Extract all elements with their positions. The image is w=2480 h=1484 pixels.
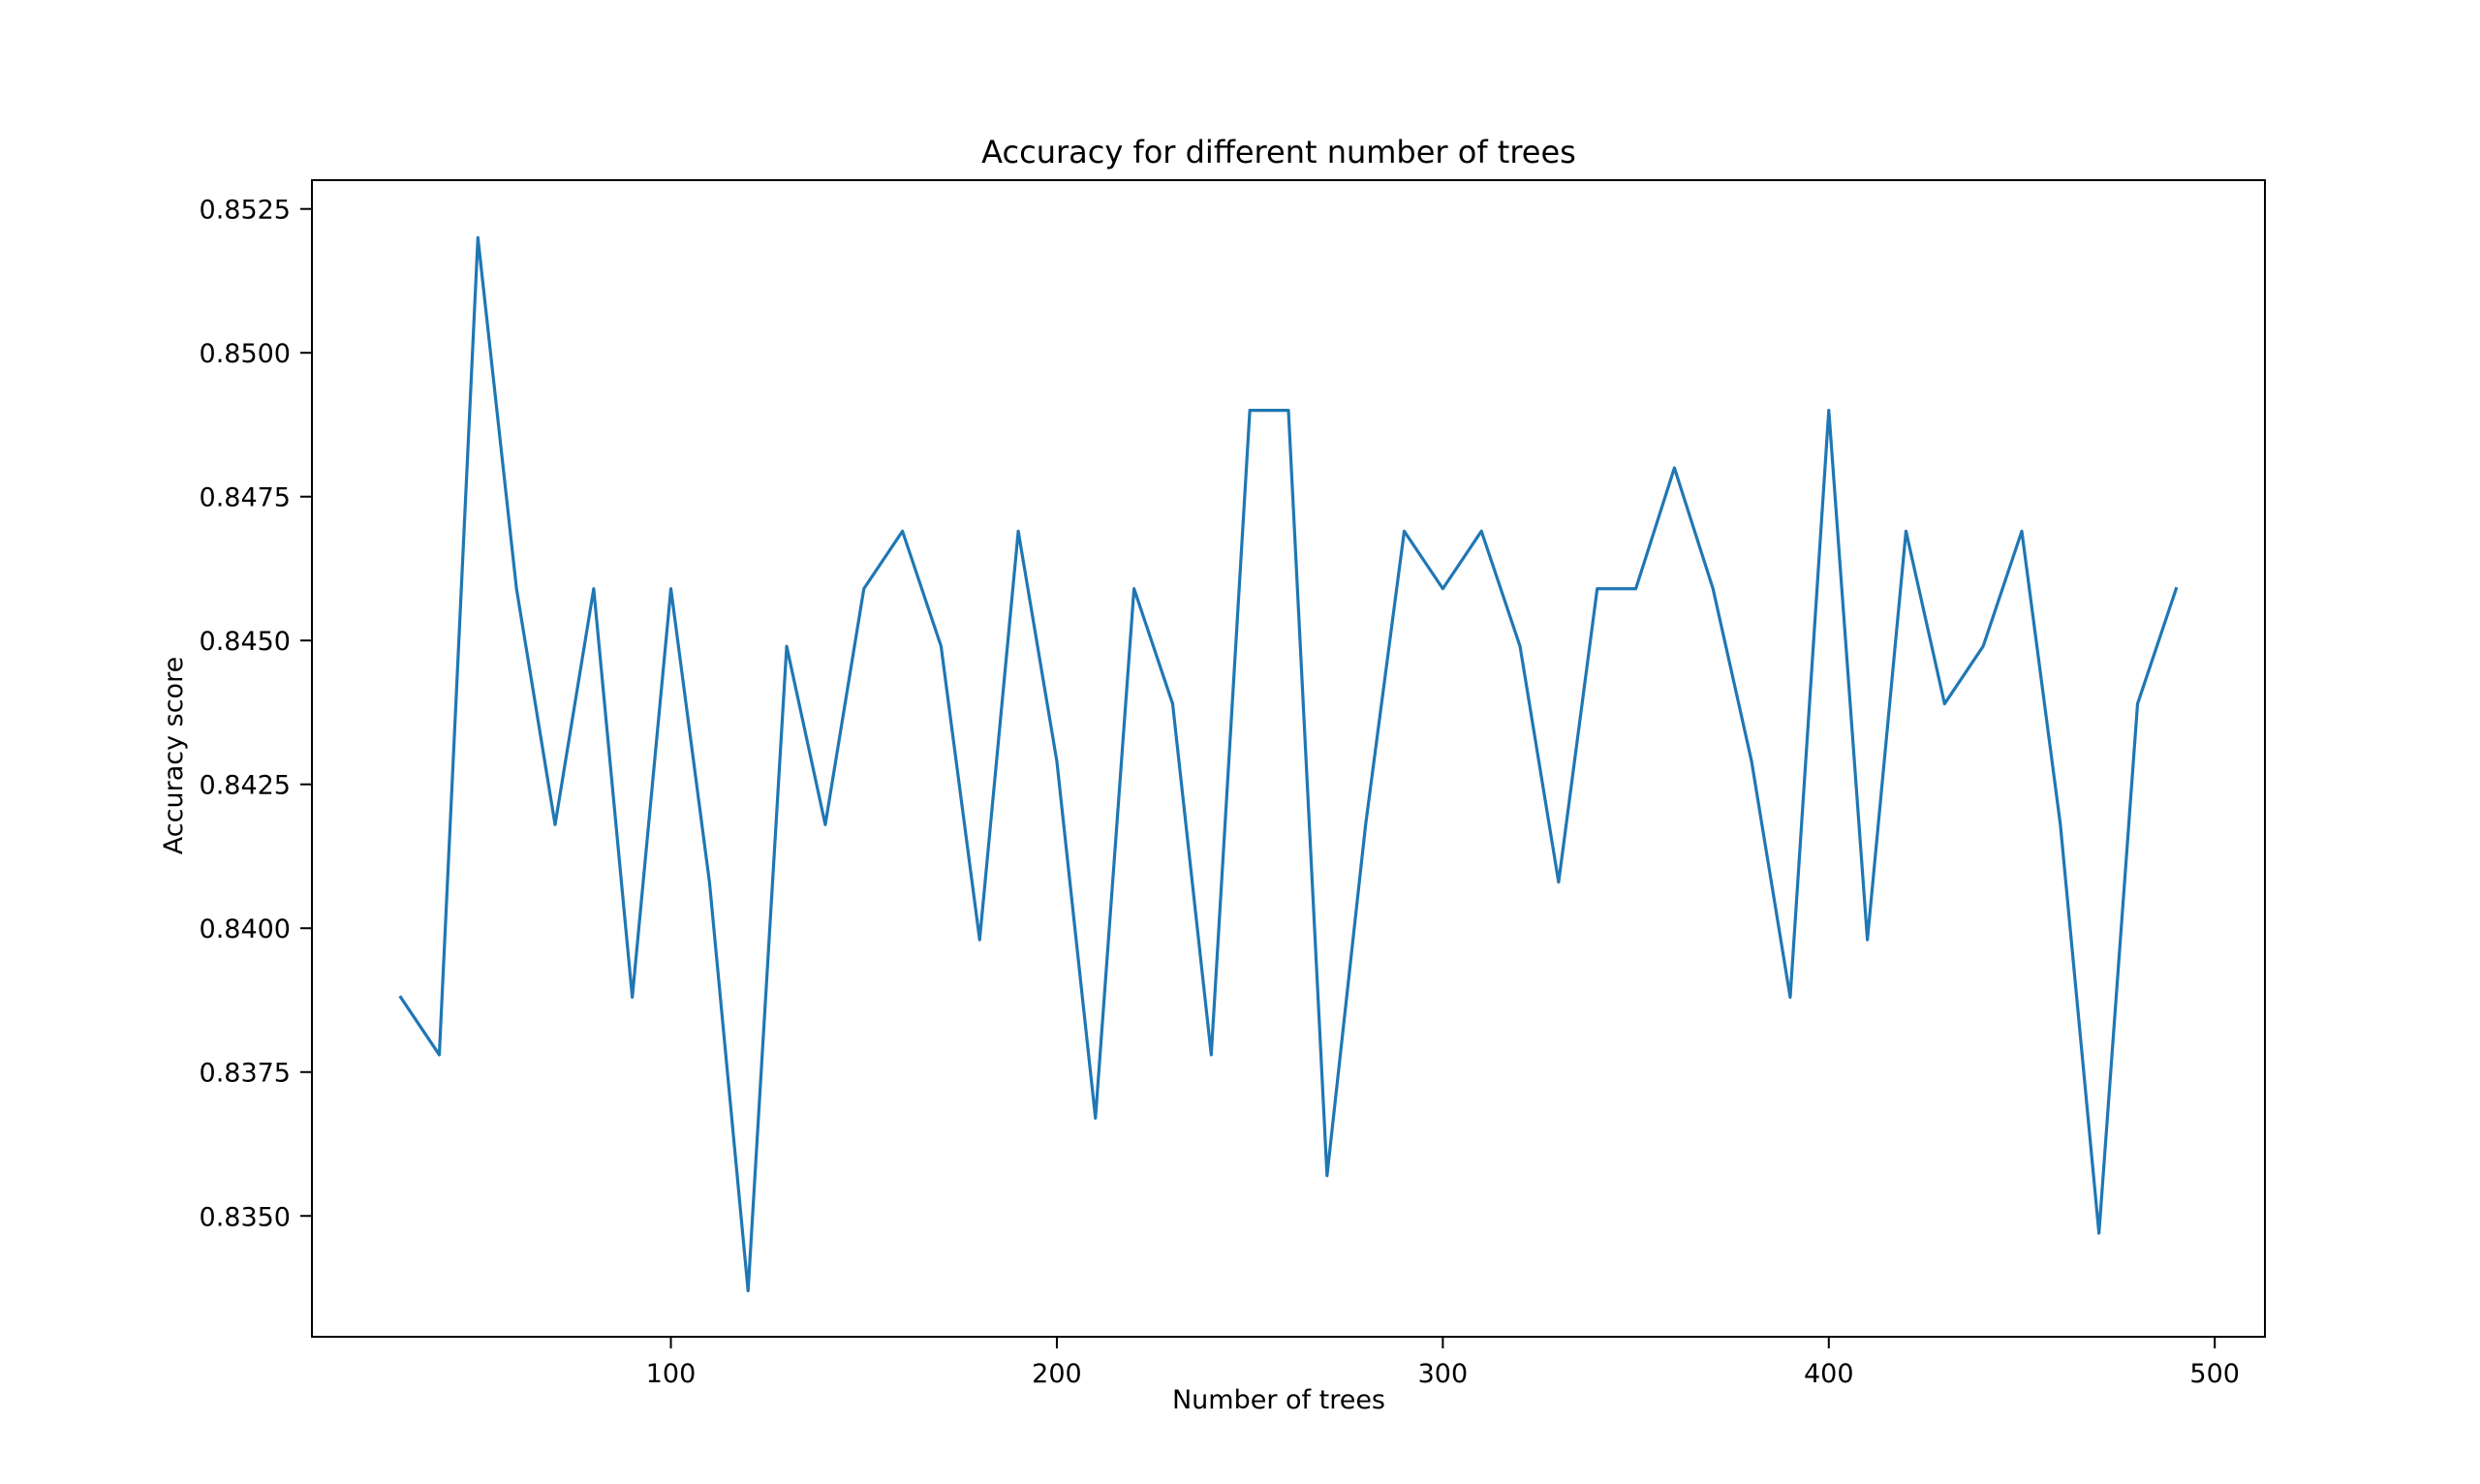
- y-tick-label: 0.8375: [200, 1059, 291, 1089]
- x-axis-label: Number of trees: [1172, 1385, 1385, 1415]
- axes-frame: [311, 179, 2266, 1338]
- y-tick-label: 0.8500: [200, 339, 291, 369]
- series-line-0: [398, 235, 2179, 1293]
- chart-title: Accuracy for different number of trees: [981, 134, 1576, 170]
- axes-layer: 100 200 300 400 500 0.8350 0.8375 0.8400 0.8425 0…: [200, 179, 2266, 1389]
- x-tick-label: 200: [1032, 1359, 1082, 1389]
- y-tick-label: 0.8425: [200, 771, 291, 801]
- x-tick-label: 100: [646, 1359, 697, 1389]
- y-tick-label: 0.8525: [200, 196, 291, 226]
- y-tick-label: 0.8350: [200, 1202, 291, 1232]
- x-tick-label: 400: [1804, 1359, 1854, 1389]
- x-tick-label: 500: [2189, 1359, 2240, 1389]
- series-layer: [398, 235, 2179, 1293]
- x-tick-label: 300: [1418, 1359, 1469, 1389]
- y-tick-label: 0.8400: [200, 914, 291, 944]
- y-tick-label: 0.8450: [200, 627, 291, 657]
- y-axis-label: Accuracy score: [159, 657, 189, 854]
- y-tick-label: 0.8475: [200, 483, 291, 513]
